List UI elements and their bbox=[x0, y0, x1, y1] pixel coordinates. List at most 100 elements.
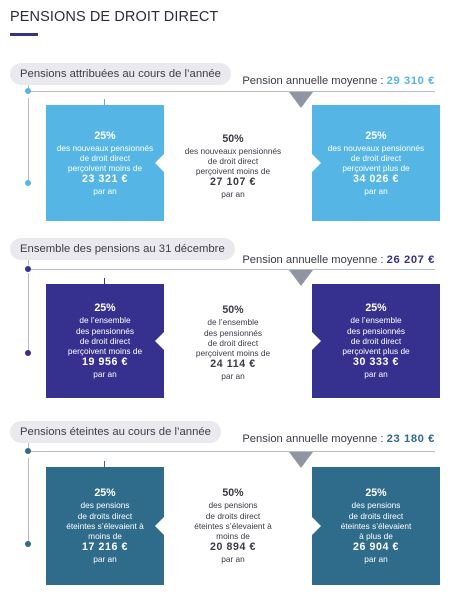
quartile-percent: 25% bbox=[94, 302, 116, 315]
median-unit: par an bbox=[221, 371, 245, 382]
quartile-high-box: 25% des nouveaux pensionnés de droit dir… bbox=[312, 105, 440, 221]
divider-line bbox=[28, 91, 435, 92]
divider-line bbox=[28, 269, 435, 270]
timeline-dot bbox=[25, 180, 31, 186]
average-pointer bbox=[289, 92, 313, 108]
quartile-unit: par an bbox=[93, 554, 117, 565]
timeline-line bbox=[28, 98, 29, 183]
quartile-text: perçoivent plus de bbox=[342, 163, 410, 173]
median-text: moins de bbox=[216, 531, 250, 542]
section-label: Ensemble des pensions au 31 décembre bbox=[10, 238, 235, 260]
median-text: de l’ensemble bbox=[207, 317, 259, 328]
median-unit: par an bbox=[221, 554, 245, 565]
timeline-dot bbox=[25, 88, 31, 94]
quartile-text: de droit direct bbox=[350, 335, 402, 346]
quartile-text: perçoivent moins de bbox=[67, 163, 143, 173]
quartile-text: des pensionnés bbox=[346, 325, 406, 336]
quartile-text: perçoivent plus de bbox=[342, 346, 410, 357]
quartile-percent: 25% bbox=[365, 487, 387, 500]
quartile-percent: 25% bbox=[94, 129, 116, 142]
median-text: de droit direct bbox=[207, 155, 259, 166]
median-text: des pensions bbox=[208, 500, 258, 511]
quartile-percent: 25% bbox=[94, 487, 116, 500]
average-label: Pension annuelle moyenne : bbox=[242, 75, 387, 87]
median-block: 50% de l’ensemble des pensionnés de droi… bbox=[174, 298, 292, 388]
pin-marker bbox=[104, 461, 105, 468]
median-block: 50% des pensions de droits direct éteint… bbox=[174, 479, 292, 573]
quartile-text: de l’ensemble bbox=[350, 315, 402, 326]
notch bbox=[312, 154, 321, 172]
timeline-dot bbox=[25, 448, 31, 454]
quartile-unit: par an bbox=[364, 554, 388, 565]
average-pointer bbox=[289, 452, 313, 468]
average-pension: Pension annuelle moyenne : 29 310 € bbox=[242, 75, 435, 87]
average-label: Pension annuelle moyenne : bbox=[242, 254, 387, 266]
title-underline bbox=[10, 33, 38, 36]
quartile-high-box: 25% des pensions de droits direct éteint… bbox=[312, 467, 440, 585]
median-amount: 20 894 € bbox=[209, 541, 257, 554]
average-pension: Pension annuelle moyenne : 23 180 € bbox=[242, 433, 435, 445]
page-title: PENSIONS DE DROIT DIRECT bbox=[10, 9, 219, 25]
quartile-unit: par an bbox=[93, 369, 117, 380]
quartile-unit: par an bbox=[364, 186, 388, 197]
median-percent: 50% bbox=[222, 487, 244, 500]
quartile-text: de droit direct bbox=[79, 335, 131, 346]
quartile-amount: 30 333 € bbox=[352, 356, 400, 369]
average-value: 26 207 € bbox=[386, 254, 435, 266]
quartile-text: des nouveaux pensionnés bbox=[56, 142, 154, 153]
median-text: perçoivent moins de bbox=[195, 166, 271, 176]
median-text: des pensionnés bbox=[203, 327, 263, 338]
timeline-dot bbox=[25, 541, 31, 547]
quartile-amount: 19 956 € bbox=[81, 356, 129, 369]
quartile-text: éteintes s’élevaient bbox=[340, 520, 412, 531]
timeline-dot bbox=[25, 350, 31, 356]
quartile-text: moins de bbox=[88, 531, 122, 542]
average-value: 23 180 € bbox=[386, 433, 435, 445]
notch bbox=[155, 154, 164, 172]
quartile-text: perçoivent moins de bbox=[67, 346, 143, 357]
quartile-unit: par an bbox=[364, 369, 388, 380]
timeline-line bbox=[28, 273, 29, 353]
quartile-text: de l’ensemble bbox=[79, 315, 131, 326]
quartile-amount: 26 904 € bbox=[352, 541, 400, 554]
median-block: 50% des nouveaux pensionnés de droit dir… bbox=[174, 123, 292, 209]
median-text: des nouveaux pensionnés bbox=[184, 145, 282, 156]
quartile-low-box: 25% des nouveaux pensionnés de droit dir… bbox=[46, 99, 164, 221]
quartile-amount: 23 321 € bbox=[81, 173, 129, 186]
median-text: de droits direct bbox=[205, 510, 261, 521]
timeline-line bbox=[28, 458, 29, 544]
average-pension: Pension annuelle moyenne : 26 207 € bbox=[242, 254, 435, 266]
quartile-amount: 34 026 € bbox=[352, 173, 400, 186]
quartile-percent: 25% bbox=[365, 302, 387, 315]
divider-line bbox=[28, 451, 435, 452]
quartile-text: des pensionnés bbox=[75, 325, 135, 336]
quartile-text: des nouveaux pensionnés bbox=[327, 142, 425, 153]
notch bbox=[155, 517, 164, 535]
timeline-dot bbox=[25, 266, 31, 272]
quartile-text: des pensions bbox=[80, 500, 130, 511]
average-value: 29 310 € bbox=[386, 75, 435, 87]
median-text: éteintes s’élevaient à bbox=[194, 520, 272, 531]
section-attribuees: Pensions attribuées au cours de l’année … bbox=[0, 63, 455, 223]
quartile-text: de droit direct bbox=[350, 152, 402, 163]
notch bbox=[312, 517, 321, 535]
quartile-text: de droit direct bbox=[79, 152, 131, 163]
section-label: Pensions éteintes au cours de l’année bbox=[10, 421, 221, 443]
median-percent: 50% bbox=[222, 132, 244, 145]
median-amount: 27 107 € bbox=[209, 176, 257, 189]
quartile-text: de droits direct bbox=[77, 510, 133, 521]
median-percent: 50% bbox=[222, 304, 244, 317]
pin-marker bbox=[104, 278, 105, 285]
quartile-low-box: 25% des pensions de droits direct éteint… bbox=[46, 461, 164, 585]
notch bbox=[312, 332, 321, 350]
section-ensemble: Ensemble des pensions au 31 décembre Pen… bbox=[0, 238, 455, 403]
quartile-high-box: 25% de l’ensemble des pensionnés de droi… bbox=[312, 284, 440, 398]
average-pointer bbox=[289, 270, 313, 286]
quartile-unit: par an bbox=[93, 186, 117, 197]
median-text: perçoivent moins de bbox=[195, 348, 271, 359]
median-amount: 24 114 € bbox=[210, 358, 256, 371]
quartile-percent: 25% bbox=[365, 129, 387, 142]
quartile-text: à plus de bbox=[359, 531, 393, 542]
quartile-text: de droits direct bbox=[348, 510, 404, 521]
average-label: Pension annuelle moyenne : bbox=[242, 433, 387, 445]
